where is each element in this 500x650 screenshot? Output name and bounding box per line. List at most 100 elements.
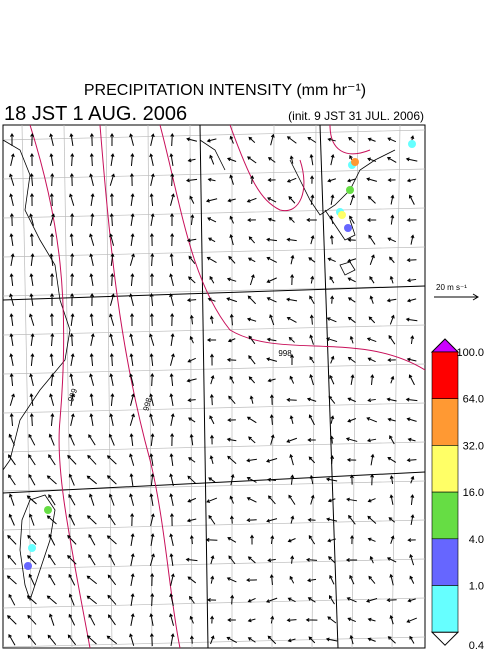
wind-vector — [129, 373, 134, 386]
wind-vector — [89, 253, 94, 266]
wind-vector — [50, 333, 55, 347]
wind-vector — [69, 333, 74, 347]
wind-vector — [348, 514, 356, 525]
wind-vector — [368, 316, 376, 324]
wind-vector — [129, 493, 135, 506]
wind-vector — [330, 153, 335, 166]
wind-vector — [26, 595, 37, 605]
wind-vector — [29, 173, 34, 187]
wind-vector — [229, 375, 235, 384]
wind-vector — [206, 256, 217, 263]
wind-vector — [189, 433, 194, 446]
wind-vector — [346, 497, 358, 502]
wind-vector — [30, 133, 35, 147]
wind-vector — [228, 255, 236, 264]
wind-vector — [350, 534, 355, 545]
grid-line — [105, 125, 113, 648]
wind-vector — [70, 393, 75, 406]
wind-vector — [367, 398, 376, 403]
wind-vector — [130, 513, 135, 527]
colorbar: 100.0 64.0 32.0 16.0 4.0 1.0 0.4 — [430, 338, 484, 650]
wind-vector — [228, 395, 236, 404]
valid-time: 18 JST 1 AUG. 2006 — [4, 103, 187, 125]
wind-vector — [247, 637, 256, 643]
wind-vector — [309, 356, 315, 364]
wind-vector — [30, 353, 35, 367]
wind-vector — [327, 498, 336, 503]
wind-vector — [130, 553, 135, 566]
wind-vector — [266, 297, 277, 303]
wind-vector — [389, 573, 394, 586]
wind-vector — [247, 156, 257, 164]
wind-vector — [186, 378, 197, 383]
wind-vector — [29, 313, 35, 326]
wind-vector — [266, 237, 277, 242]
wind-vector — [329, 435, 334, 444]
wind-vector — [286, 316, 297, 323]
wind-vector — [169, 473, 174, 486]
wind-vector — [208, 514, 216, 525]
wind-vector — [149, 293, 154, 307]
wind-vector — [410, 494, 415, 506]
coastline — [3, 139, 71, 471]
wind-vector — [325, 637, 338, 642]
grid-line — [189, 125, 193, 648]
wind-vector — [89, 153, 94, 167]
wind-vector — [290, 254, 295, 265]
wind-vector — [267, 635, 277, 645]
wind-vector — [185, 557, 198, 562]
wind-vector — [329, 215, 334, 225]
wind-vector — [169, 533, 174, 546]
wind-vector — [270, 133, 275, 146]
wind-vector — [130, 393, 135, 406]
wind-vector — [267, 197, 277, 203]
wind-vector — [327, 137, 336, 142]
wind-vector — [170, 353, 175, 366]
wind-vector — [229, 313, 234, 326]
wind-vector — [406, 458, 417, 463]
lat-line — [3, 285, 425, 301]
wind-vector — [29, 213, 34, 226]
wind-vector — [227, 537, 237, 543]
wind-vector — [369, 254, 375, 265]
wind-vector — [246, 497, 257, 503]
wind-vector — [170, 333, 175, 347]
wind-vector — [109, 193, 114, 207]
wind-vector — [247, 618, 256, 623]
wind-vector — [170, 633, 175, 646]
wind-vector — [309, 153, 314, 166]
lon-line — [199, 125, 209, 648]
wind-vector — [270, 535, 275, 545]
wind-vector — [129, 293, 134, 306]
wind-vector — [308, 414, 315, 426]
wind-vector — [370, 453, 375, 466]
wind-vector — [187, 475, 197, 485]
wind-vector — [286, 618, 297, 623]
wind-vector — [309, 314, 314, 325]
wind-vector — [366, 218, 377, 222]
contour — [29, 125, 91, 648]
wind-vector — [50, 413, 55, 427]
wind-vector — [248, 236, 256, 244]
wind-vector — [149, 413, 154, 426]
wind-vector — [170, 573, 175, 586]
wind-vector — [189, 635, 194, 644]
wind-vector — [28, 473, 36, 486]
wind-vector — [187, 576, 197, 584]
wind-vector — [410, 335, 415, 344]
wind-vector — [169, 553, 174, 567]
wind-vector — [310, 494, 315, 505]
coastline — [339, 261, 356, 276]
wind-vector — [349, 574, 355, 585]
wind-vector — [27, 634, 37, 645]
map-content: 998 999 998 — [3, 125, 425, 648]
wind-vector — [129, 453, 135, 466]
wind-vector — [366, 337, 377, 343]
colorbar-label: 1.0 — [469, 581, 484, 593]
wind-vector — [226, 636, 237, 643]
coastline — [19, 494, 56, 602]
wind-vector — [405, 397, 418, 402]
wind-vector — [330, 295, 335, 304]
wind-vector — [149, 313, 154, 327]
wind-vector — [190, 214, 195, 225]
